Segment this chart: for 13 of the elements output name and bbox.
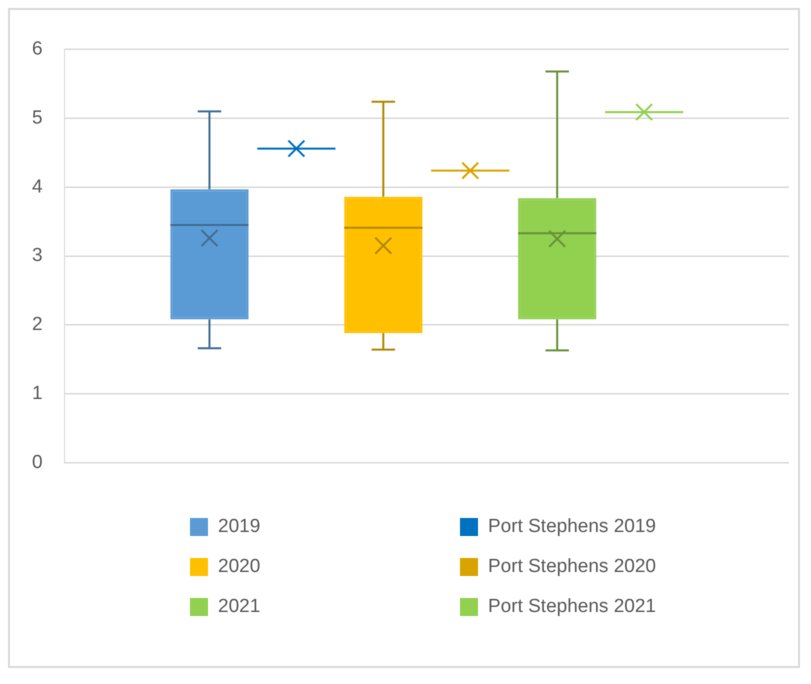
legend-label: Port Stephens 2020 bbox=[488, 556, 656, 578]
y-tick-label: 0 bbox=[32, 452, 43, 473]
y-tick-label: 2 bbox=[32, 314, 43, 336]
legend-label: 2021 bbox=[218, 596, 260, 618]
legend-label: 2019 bbox=[218, 516, 260, 538]
legend-label: Port Stephens 2021 bbox=[488, 596, 656, 618]
legend-label: 2020 bbox=[218, 556, 260, 578]
y-tick-label: 4 bbox=[32, 176, 43, 198]
y-tick-label: 3 bbox=[32, 245, 43, 266]
y-tick-label: 1 bbox=[32, 382, 43, 404]
legend-label: Port Stephens 2019 bbox=[488, 516, 656, 538]
y-tick-label: 6 bbox=[32, 38, 43, 60]
y-tick-label: 5 bbox=[32, 108, 43, 128]
